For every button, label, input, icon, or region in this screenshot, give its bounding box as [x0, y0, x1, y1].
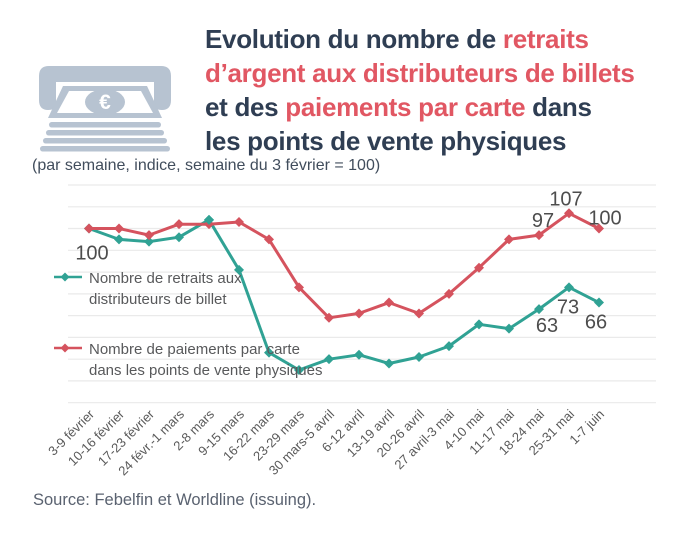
data-point-teal — [234, 264, 244, 275]
data-point-teal — [114, 234, 124, 245]
data-point-red — [384, 297, 394, 308]
atm-slot-bracket — [39, 66, 171, 110]
point-label: 100 — [588, 208, 621, 230]
data-point-teal — [174, 232, 184, 243]
series-line-red — [89, 211, 600, 320]
data-point-teal — [564, 282, 574, 293]
series-line-teal — [88, 218, 600, 372]
data-point-teal — [594, 297, 604, 308]
data-point-red — [114, 223, 124, 234]
data-point-red — [594, 223, 604, 234]
swatch-diamond — [60, 272, 70, 282]
data-point-teal — [264, 347, 274, 358]
data-point-red — [234, 217, 244, 228]
banknote-stack-3 — [43, 138, 167, 144]
legend-label-paiements: Nombre de paiements par carte dans les p… — [89, 339, 323, 381]
title-line: et des paiements par carte dans — [205, 90, 697, 124]
title-line: les points de vente physiques — [205, 124, 697, 158]
euro-coin — [85, 89, 125, 115]
point-label: 73 — [557, 296, 579, 318]
point-label: 97 — [532, 210, 554, 232]
point-label: 107 — [549, 188, 582, 210]
data-point-red — [324, 312, 334, 323]
banknote-stack-2 — [46, 130, 164, 136]
euro-symbol: € — [99, 91, 111, 114]
data-point-teal-peak — [204, 214, 214, 225]
data-point-teal — [414, 351, 424, 362]
data-point-teal — [294, 365, 304, 376]
point-label: 63 — [536, 315, 558, 337]
title-run: Evolution du nombre de — [205, 24, 503, 54]
banknote-stack-4 — [40, 146, 170, 152]
data-point-red — [174, 219, 184, 230]
point-label: 100 — [75, 243, 108, 265]
chart-subtitle: (par semaine, indice, semaine du 3 févri… — [32, 157, 381, 174]
swatch-diamond — [60, 343, 70, 353]
data-point-teal — [444, 341, 454, 352]
data-point-red — [474, 262, 484, 273]
data-point-red — [564, 208, 574, 219]
title-run: et des — [205, 92, 286, 122]
legend-item-retraits: Nombre de retraits aux distributeurs de … — [54, 268, 242, 310]
point-label: 66 — [585, 312, 607, 334]
data-point-teal — [144, 236, 154, 247]
data-point-red — [354, 308, 364, 319]
data-point-red — [294, 282, 304, 293]
data-point-teal — [474, 319, 484, 330]
banknote-stack-1 — [49, 122, 161, 128]
teal-line-swatch — [54, 272, 82, 282]
red-line-swatch — [54, 343, 82, 353]
data-point-teal — [354, 349, 364, 360]
data-point-teal — [324, 354, 334, 365]
banknotes-euro-icon: € — [39, 66, 171, 152]
data-point-teal — [504, 323, 514, 334]
legend-label-retraits: Nombre de retraits aux distributeurs de … — [89, 268, 242, 310]
legend-paiements-line2: dans les points de vente physiques — [89, 362, 323, 379]
title-run: dans — [525, 92, 592, 122]
data-point-red — [504, 234, 514, 245]
legend-item-paiements: Nombre de paiements par carte dans les p… — [54, 339, 323, 381]
source-note: Source: Febelfin et Worldline (issuing). — [33, 491, 317, 509]
title-run: retraits — [502, 24, 589, 54]
title-run: paiements par carte — [285, 92, 526, 122]
data-point-red — [84, 223, 94, 234]
data-point-red — [414, 308, 424, 319]
data-point-teal — [534, 304, 544, 315]
data-point-red — [144, 230, 154, 241]
page-title: Evolution du nombre de retraits d’argent … — [205, 22, 697, 158]
data-point-red — [444, 288, 454, 299]
title-line: d’argent aux distributeurs de billets — [205, 56, 697, 90]
legend-retraits-line1: Nombre de retraits aux — [89, 270, 242, 287]
title-line: Evolution du nombre de retraits — [205, 22, 697, 56]
title-run: d’argent aux distributeurs de billets — [205, 58, 635, 88]
data-point-red — [534, 230, 544, 241]
title-run: les points de vente physiques — [205, 126, 567, 156]
data-point-red — [264, 234, 274, 245]
data-point-teal — [384, 358, 394, 369]
legend-retraits-line2: distributeurs de billet — [89, 291, 227, 308]
legend-paiements-line1: Nombre de paiements par carte — [89, 341, 300, 358]
